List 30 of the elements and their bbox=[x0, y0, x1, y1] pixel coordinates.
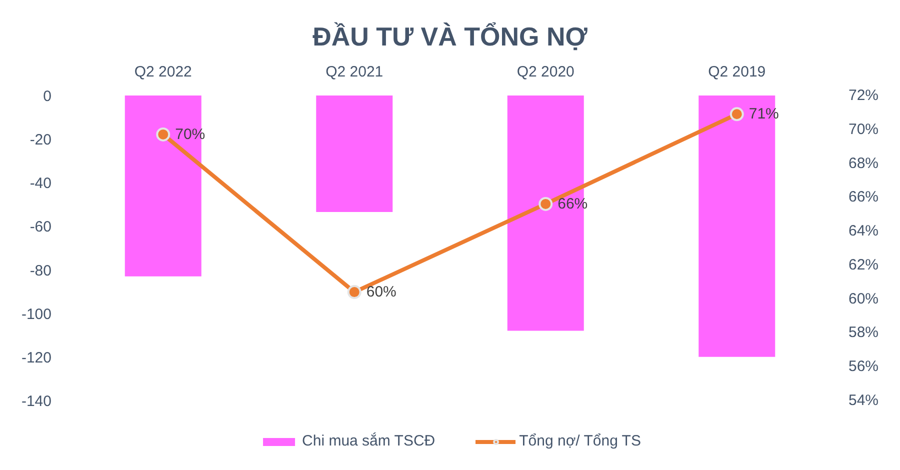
x-tick-label: Q2 2019 bbox=[708, 64, 766, 80]
y2-tick-label: 66% bbox=[848, 188, 879, 206]
y2-tick-label: 72% bbox=[848, 87, 879, 104]
y-tick-label: 0 bbox=[43, 88, 52, 105]
y-tick-label: -80 bbox=[30, 262, 52, 280]
y2-tick-label: 62% bbox=[848, 256, 879, 274]
y-tick-label: -120 bbox=[21, 349, 52, 366]
y-tick-label: -140 bbox=[21, 393, 52, 410]
x-tick-label: Q2 2020 bbox=[516, 64, 574, 80]
point bbox=[730, 107, 744, 122]
x-tick-label: Q2 2022 bbox=[134, 64, 192, 80]
y2-tick-label: 70% bbox=[848, 120, 879, 138]
point bbox=[538, 196, 553, 211]
y-tick-label: -20 bbox=[30, 132, 52, 149]
point bbox=[347, 285, 362, 300]
y2-tick-label: 68% bbox=[848, 154, 879, 172]
y-tick-label: -60 bbox=[30, 218, 52, 236]
y2-tick-label: 64% bbox=[848, 222, 879, 240]
y2-tick-label: 58% bbox=[848, 324, 879, 342]
x-tick-label: Q2 2021 bbox=[326, 64, 384, 80]
legend-label: Chi mua sắm TSCĐ bbox=[302, 432, 436, 450]
chart-title: ĐẦU TƯ VÀ TỔNG NỢ bbox=[312, 22, 588, 52]
y2-tick-label: 60% bbox=[848, 290, 879, 308]
legend-label: Tổng nợ/ Tổng TS bbox=[519, 432, 641, 450]
point bbox=[156, 127, 170, 142]
y2-tick-label: 54% bbox=[848, 392, 879, 409]
y2-tick-label: 56% bbox=[848, 358, 879, 376]
y-tick-label: -40 bbox=[30, 175, 52, 192]
data-label: 60% bbox=[366, 284, 396, 301]
y-tick-label: -100 bbox=[21, 306, 52, 323]
